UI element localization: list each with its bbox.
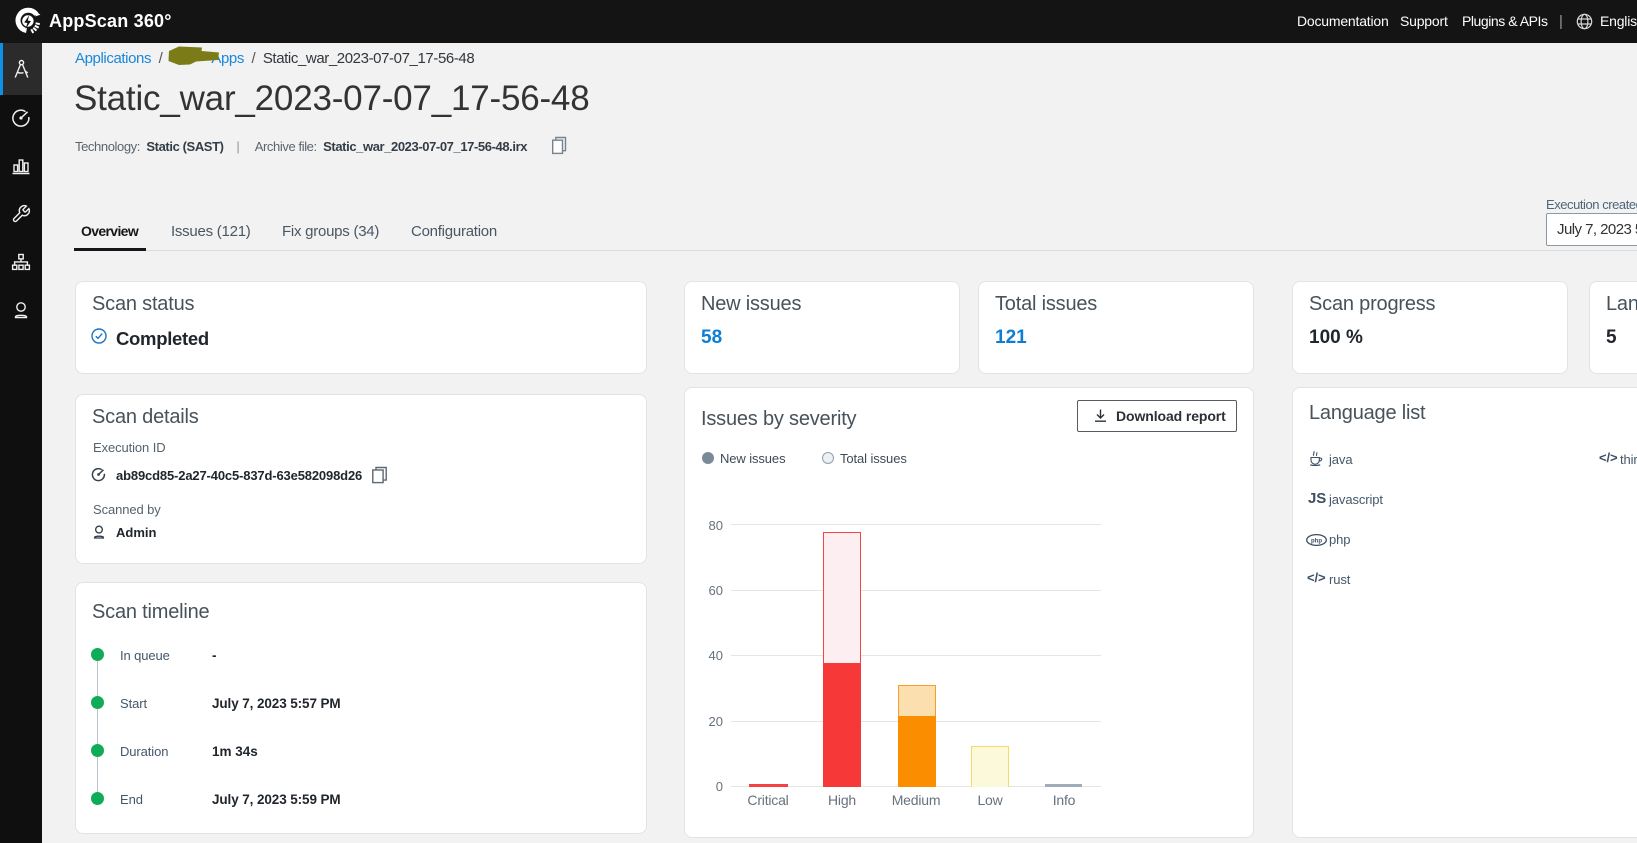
svg-text:php: php xyxy=(1311,538,1322,544)
